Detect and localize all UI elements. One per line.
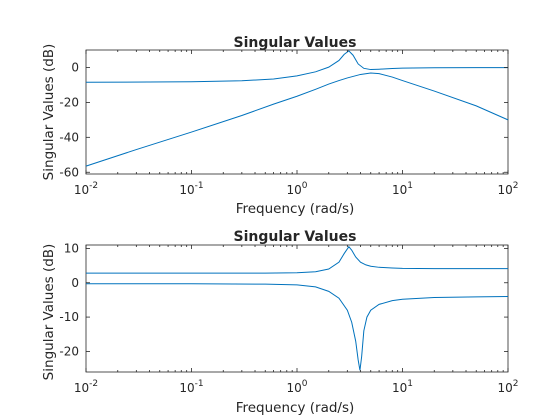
- top-plot-y-ticks: 0 -20 -40 -60: [59, 60, 508, 179]
- bottom-plot-x-tick-label: 10-2: [74, 379, 98, 395]
- top-plot-y-tick-label: -60: [59, 165, 79, 179]
- top-plot-x-tick-label: 100: [286, 181, 307, 197]
- top-plot-area: [85, 50, 509, 167]
- bottom-plot-series-1-line: [86, 245, 508, 274]
- top-plot: Singular Values 0-20-40-60 10-2 10-1 100 10…: [41, 35, 519, 217]
- top-plot-y-label: Singular Values (dB): [41, 44, 57, 181]
- top-plot-x-tick-label: 102: [497, 181, 518, 197]
- top-plot-x-tick-label: 10-2: [74, 181, 98, 197]
- bottom-plot-y-tick-label: 0: [71, 276, 79, 290]
- top-plot-y-tick-label: 0: [71, 60, 79, 74]
- bottom-plot-series-2-line: [86, 283, 509, 371]
- top-plot-y-tick-label: -40: [59, 130, 79, 144]
- top-plot-x-label: Frequency (rad/s): [236, 201, 355, 217]
- bottom-plot-x-ticks: 10-2 10-1 100 101 102: [74, 245, 519, 395]
- top-plot-y-tick-label: -20: [59, 95, 79, 109]
- bottom-plot-title: Singular Values: [234, 229, 357, 245]
- bottom-plot: Singular Values 100-10-20 10-2 10-1 100 101…: [41, 229, 519, 416]
- bottom-plot-y-tick-label: 10: [64, 241, 79, 255]
- bottom-plot-y-label: Singular Values (dB): [41, 244, 57, 381]
- bottom-plot-y-tick-label: -20: [59, 344, 79, 358]
- bottom-plot-x-tick-label: 101: [392, 379, 413, 395]
- bottom-plot-area: [86, 245, 509, 371]
- bottom-plot-x-tick-label: 102: [497, 379, 518, 395]
- bottom-plot-x-label: Frequency (rad/s): [236, 400, 355, 416]
- top-plot-x-tick-label: 101: [392, 181, 413, 197]
- bottom-plot-y-tick-label: -10: [59, 310, 79, 324]
- top-plot-series-1-line: [85, 50, 508, 83]
- top-plot-series-2-line: [85, 72, 509, 167]
- bottom-plot-x-tick-label: 10-1: [179, 379, 203, 395]
- bottom-plot-x-tick-label: 100: [286, 379, 307, 395]
- bottom-plot-y-ticks: 10 0 -10 -20: [59, 241, 508, 358]
- top-plot-x-tick-label: 10-1: [179, 181, 203, 197]
- top-plot-title: Singular Values: [234, 35, 357, 51]
- top-plot-x-ticks: 10-2 10-1 100 101 102: [74, 50, 519, 197]
